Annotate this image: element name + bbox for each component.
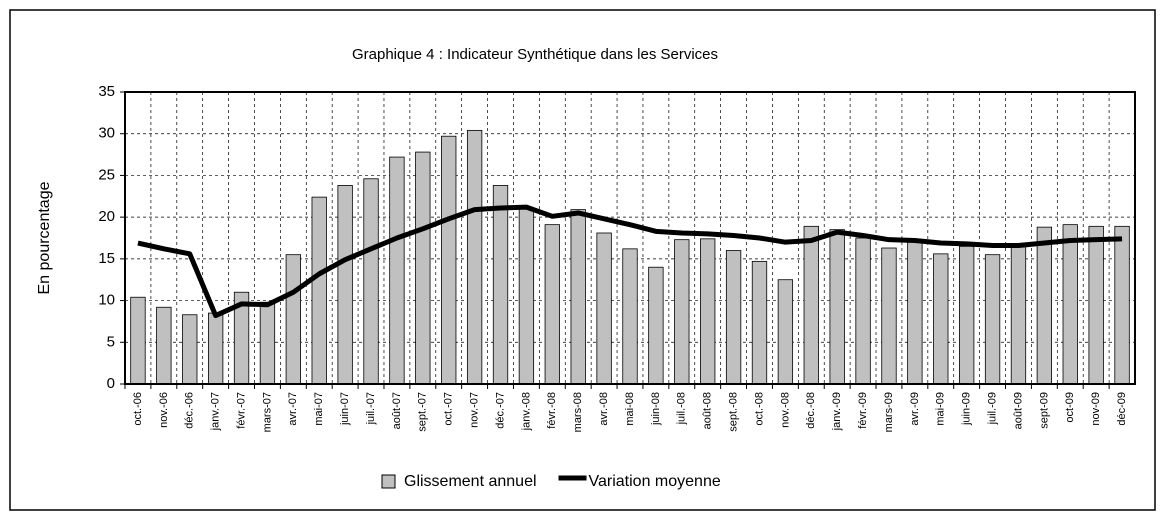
bar bbox=[415, 151, 431, 385]
bar bbox=[363, 178, 379, 385]
bar bbox=[596, 232, 612, 385]
y-tick-label: 5 bbox=[107, 333, 115, 350]
line bbox=[137, 204, 1123, 319]
bar bbox=[777, 279, 794, 385]
bar bbox=[337, 185, 353, 385]
x-tick-label: août-08 bbox=[702, 392, 714, 429]
y-tick-label: 20 bbox=[98, 208, 115, 225]
bar bbox=[751, 260, 768, 385]
y-tick-label: 15 bbox=[98, 250, 115, 267]
bar bbox=[622, 248, 638, 385]
bar bbox=[829, 229, 845, 385]
bar bbox=[1114, 225, 1130, 385]
x-tick-label: sept.-08 bbox=[727, 392, 739, 432]
bar bbox=[984, 254, 1001, 385]
x-tick-label: sept.-07 bbox=[417, 392, 429, 432]
y-tick-label: 30 bbox=[98, 125, 115, 142]
bar bbox=[700, 238, 716, 385]
bar bbox=[259, 301, 276, 385]
x-tick-label: avr.-07 bbox=[287, 392, 299, 426]
x-tick-label: juin-09 bbox=[961, 392, 973, 426]
bar bbox=[311, 196, 327, 385]
x-tick-label: sept-09 bbox=[1038, 392, 1050, 429]
bar bbox=[1088, 225, 1104, 385]
bar bbox=[441, 135, 457, 385]
y-tick-label: 10 bbox=[98, 292, 115, 309]
x-tick-label: mars-08 bbox=[572, 392, 584, 432]
bar bbox=[933, 253, 949, 385]
legend-swatch bbox=[381, 474, 396, 489]
x-tick-label: févr.-09 bbox=[857, 392, 869, 429]
bar bbox=[803, 225, 819, 385]
x-tick-label: oct.-06 bbox=[132, 392, 144, 426]
bar bbox=[130, 296, 146, 385]
legend-label: Variation moyenne bbox=[589, 473, 721, 490]
plot-border bbox=[124, 91, 1136, 385]
bar bbox=[959, 245, 975, 385]
x-tick-label: avr.-09 bbox=[909, 392, 921, 426]
legend-label: Glissement annuel bbox=[404, 473, 537, 490]
x-tick-label: janv.-08 bbox=[520, 392, 532, 431]
y-tick-label: 35 bbox=[98, 83, 115, 100]
x-tick-label: févr.-07 bbox=[235, 392, 247, 429]
x-tick-label: nov.-08 bbox=[779, 392, 791, 428]
bar bbox=[881, 247, 897, 385]
x-tick-label: nov.-06 bbox=[158, 392, 170, 428]
bar bbox=[725, 250, 742, 385]
x-tick-label: nov-09 bbox=[1090, 392, 1102, 426]
bar bbox=[1036, 226, 1053, 385]
x-tick-label: juin-07 bbox=[339, 392, 351, 426]
x-tick-label: juil.-08 bbox=[676, 392, 688, 425]
bar bbox=[570, 209, 586, 385]
chart-title: Graphique 4 : Indicateur Synthétique dan… bbox=[352, 46, 718, 63]
x-tick-label: avr.-08 bbox=[598, 392, 610, 426]
bar bbox=[285, 254, 301, 385]
bar bbox=[648, 266, 664, 385]
y-tick-label: 25 bbox=[98, 166, 115, 183]
bar bbox=[207, 312, 224, 385]
x-tick-label: déc.-07 bbox=[494, 392, 506, 429]
bar bbox=[1010, 245, 1027, 385]
x-tick-label: août-09 bbox=[1012, 392, 1024, 429]
x-tick-label: mars-09 bbox=[883, 392, 895, 432]
x-tick-label: juil.-07 bbox=[365, 392, 377, 425]
bar bbox=[1062, 224, 1078, 385]
y-axis-label: En pourcentage bbox=[36, 181, 53, 294]
x-tick-label: mai-08 bbox=[624, 392, 636, 426]
bar bbox=[389, 156, 405, 385]
x-tick-label: oct-09 bbox=[1064, 392, 1076, 423]
x-tick-label: oct.-08 bbox=[753, 392, 765, 426]
x-tick-label: juil.-09 bbox=[986, 392, 998, 425]
x-tick-label: oct.-07 bbox=[443, 392, 455, 426]
x-tick-label: mai-07 bbox=[313, 392, 325, 426]
x-tick-label: déc.-06 bbox=[184, 392, 196, 429]
x-tick-label: janv.-09 bbox=[831, 392, 843, 431]
x-tick-label: mars-07 bbox=[261, 392, 273, 432]
x-tick-label: août-07 bbox=[391, 392, 403, 429]
x-tick-label: déc-09 bbox=[1116, 392, 1128, 426]
x-tick-label: déc.-08 bbox=[805, 392, 817, 429]
bar bbox=[492, 185, 509, 385]
bar bbox=[907, 241, 923, 385]
bar bbox=[518, 208, 535, 385]
bar bbox=[466, 129, 483, 385]
bar bbox=[544, 224, 560, 385]
bar bbox=[855, 237, 871, 385]
x-tick-label: janv.-07 bbox=[210, 392, 222, 431]
y-tick-label: 0 bbox=[107, 375, 115, 392]
bar bbox=[182, 314, 198, 385]
bar bbox=[674, 239, 690, 385]
x-tick-label: févr.-08 bbox=[546, 392, 558, 429]
x-tick-label: juin-08 bbox=[650, 392, 662, 426]
x-tick-label: mai-09 bbox=[935, 392, 947, 426]
bar bbox=[156, 306, 172, 385]
x-tick-label: nov.-07 bbox=[469, 392, 481, 428]
